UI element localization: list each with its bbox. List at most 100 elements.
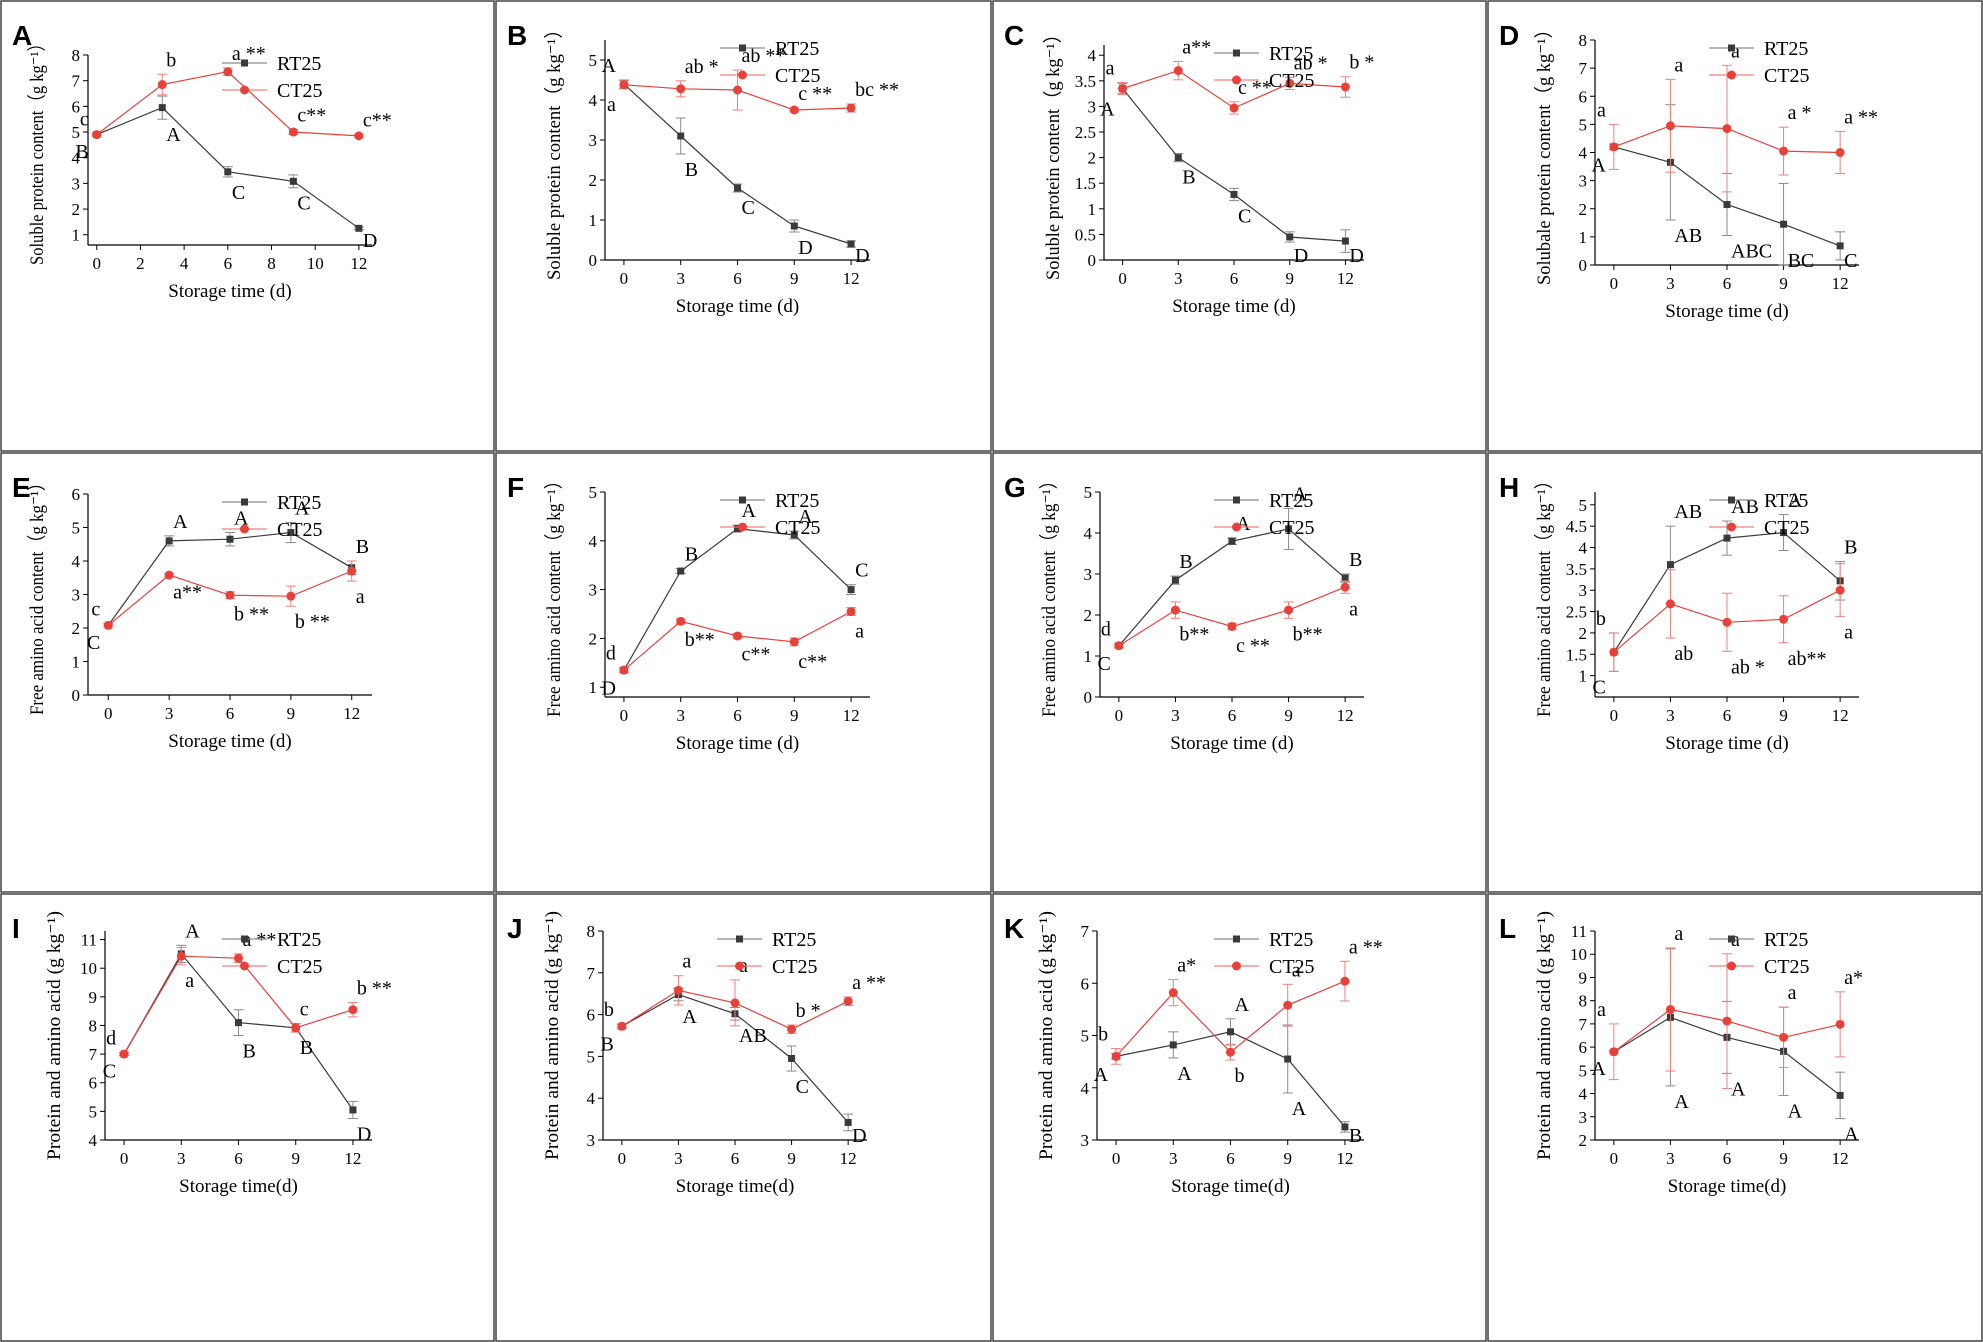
legend-ct25-label: CT25: [1269, 70, 1315, 92]
x-tick-label: 0: [1112, 1149, 1121, 1168]
significance-label: c**: [798, 651, 827, 673]
significance-label: a: [1597, 99, 1606, 121]
x-tick-label: 3: [674, 1149, 683, 1168]
series-ct25: a ab * ab ** c ** bc **: [607, 45, 899, 116]
significance-label: c **: [1236, 635, 1270, 657]
legend: RT25 CT25: [1709, 929, 1810, 978]
legend-ct25-label: CT25: [1269, 956, 1315, 978]
significance-label: C: [232, 182, 245, 204]
series-ct25: d b** c ** b** a: [1101, 580, 1358, 657]
significance-label: a: [356, 586, 365, 608]
panel-border: [495, 893, 992, 1342]
rt25-point: [790, 531, 798, 539]
y-tick-label: 7: [1081, 922, 1090, 941]
legend: RT25 CT25: [222, 492, 323, 541]
x-tick-label: 3: [676, 269, 685, 288]
panel-border: [1487, 893, 1983, 1342]
legend-ct25-label: CT25: [775, 65, 821, 87]
y-tick-label: 1: [589, 211, 598, 230]
panel-h: H 1 1.5 2 2.5 3 3.5 4 4.5 5 0 3 6 9 12 Storage time (d)…: [1487, 452, 1983, 893]
y-axis-title: Free amino acid content（g kg⁻¹）: [1533, 472, 1555, 717]
x-tick-label: 9: [1283, 1149, 1292, 1168]
significance-label: b: [604, 999, 614, 1021]
x-tick-label: 6: [1723, 706, 1732, 725]
x-tick-label: 4: [180, 254, 189, 273]
significance-label: ab: [1674, 643, 1693, 665]
rt25-point: [1228, 537, 1236, 545]
x-axis-title: Storage time (d): [1665, 733, 1788, 754]
panel-border: [495, 452, 992, 893]
rt25-point: [1780, 529, 1788, 537]
series-ct25: c a** b ** b ** a: [91, 560, 365, 633]
x-tick-label: 9: [1285, 269, 1294, 288]
y-tick-label: 0: [1579, 256, 1588, 275]
legend: RT25 CT25: [717, 929, 818, 978]
significance-label: C: [1593, 676, 1606, 698]
legend-rt25-label: RT25: [1269, 929, 1313, 951]
y-axis-title: Protein and amino acid (g kg⁻¹): [1036, 911, 1057, 1160]
y-tick-label: 5: [1579, 496, 1588, 515]
significance-label: B: [685, 544, 698, 566]
significance-label: D: [601, 678, 615, 700]
significance-label: a: [185, 970, 194, 992]
ct25-point: [1168, 988, 1178, 998]
x-tick-label: 3: [177, 1149, 186, 1168]
y-tick-label: 7: [1579, 59, 1588, 78]
ct25-point: [347, 566, 357, 576]
rt25-point: [1666, 561, 1674, 569]
significance-label: c: [300, 998, 309, 1020]
y-tick-label: 2: [589, 629, 598, 648]
significance-label: b **: [234, 604, 269, 626]
y-tick-label: 9: [1579, 968, 1588, 987]
ct25-point: [1118, 84, 1128, 94]
significance-label: B: [1349, 549, 1362, 571]
significance-label: ABC: [1731, 240, 1772, 262]
ct25-point: [1779, 146, 1789, 156]
y-axis-title: Protein and amino acid (g kg⁻¹): [44, 911, 65, 1160]
legend-rt25-marker: [241, 59, 248, 67]
significance-label: AB: [1674, 501, 1702, 523]
ct25-point: [1665, 599, 1675, 609]
y-tick-label: 1: [1579, 667, 1588, 686]
ct25-point: [1722, 1016, 1732, 1026]
y-tick-label: 0: [589, 251, 598, 270]
rt25-point: [734, 525, 741, 533]
x-tick-label: 9: [1779, 274, 1788, 293]
significance-label: a: [607, 94, 616, 116]
significance-label: C: [742, 197, 755, 219]
significance-label: c**: [363, 110, 392, 132]
significance-label: B: [601, 1033, 614, 1055]
significance-label: a*: [1844, 967, 1863, 989]
x-axis-title: Storage time (d): [1665, 301, 1788, 322]
x-tick-label: 0: [1115, 706, 1124, 725]
series-ct25: b ab ab * ab** a: [1596, 563, 1853, 678]
significance-label: C: [796, 1076, 809, 1098]
ct25-point: [846, 103, 856, 113]
y-tick-label: 1: [72, 226, 81, 245]
y-tick-label: 4: [72, 149, 81, 168]
y-tick-label: 6: [1579, 87, 1588, 106]
y-tick-label: 4: [1088, 46, 1097, 65]
significance-label: C: [87, 632, 100, 654]
rt25-point: [1836, 1091, 1844, 1099]
y-tick-label: 2: [589, 171, 598, 190]
ct25-point: [787, 1024, 797, 1034]
ct25-point: [1226, 1047, 1235, 1057]
x-tick-label: 12: [1832, 706, 1849, 725]
series-rt25: C A A A B: [87, 497, 369, 654]
y-tick-label: 5: [72, 519, 81, 538]
y-tick-label: 0: [72, 686, 81, 705]
significance-label: B: [300, 1037, 313, 1059]
legend-rt25-label: RT25: [775, 490, 819, 512]
legend-rt25-marker: [1728, 44, 1735, 52]
y-tick-label: 1: [1088, 200, 1097, 219]
panel-j: J 3 4 5 6 7 8 0 3 6 9 12 Storage time(d) Protein and …: [495, 893, 992, 1342]
ct25-point: [1173, 66, 1183, 76]
y-tick-label: 0.5: [1075, 225, 1096, 244]
x-tick-label: 12: [843, 706, 860, 725]
legend-rt25-label: RT25: [1764, 929, 1808, 951]
significance-label: c**: [297, 104, 326, 126]
legend-ct25-label: CT25: [277, 80, 323, 102]
rt25-point: [677, 132, 685, 140]
